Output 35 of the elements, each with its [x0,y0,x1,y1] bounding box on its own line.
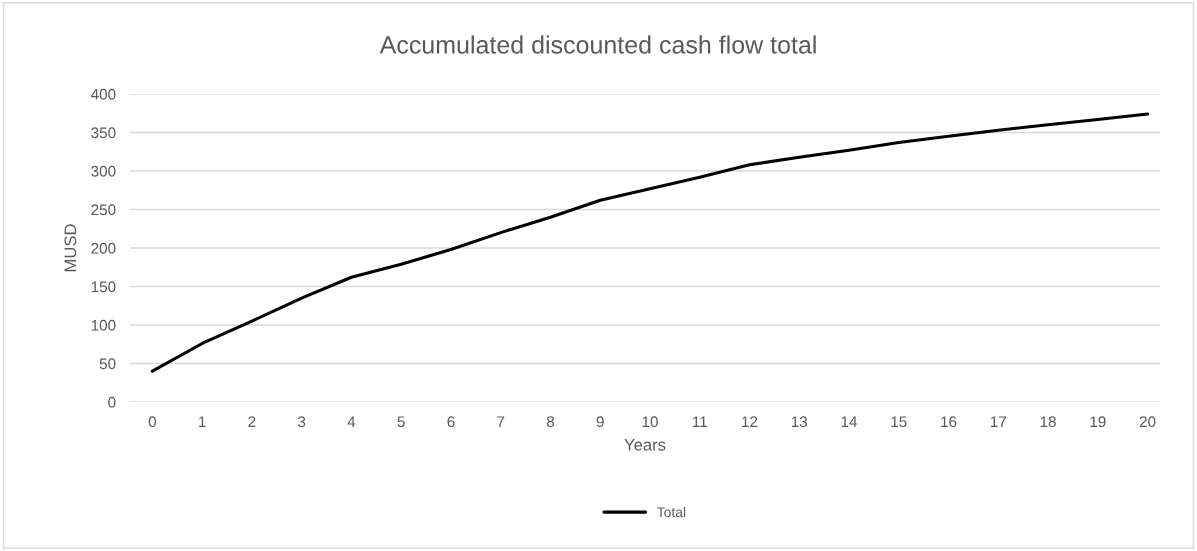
x-tick-label: 13 [791,416,808,428]
x-tick-label: 3 [298,416,306,428]
y-tick-label: 100 [91,319,116,331]
y-tick-label: 150 [91,281,116,293]
y-tick-label: 0 [108,396,116,408]
line-series [150,112,1150,373]
x-tick-label: 2 [248,416,256,427]
chart-title: Accumulated discounted cash flow total [379,35,816,54]
x-tick-label: 9 [596,416,604,428]
y-axis-title: MUSD [64,224,77,272]
y-tick-label: 300 [91,165,116,177]
legend-label: Total [657,506,686,518]
y-tick-label: 350 [91,127,116,139]
x-tick-label: 18 [1040,416,1056,428]
x-tick-label: 6 [447,416,455,428]
x-tick-label: 4 [347,416,356,427]
x-tick-label: 5 [397,416,405,428]
y-tick-label: 250 [91,204,116,216]
x-tick-label: 0 [148,416,157,428]
x-tick-label: 11 [692,416,707,427]
y-tick-label: 400 [90,88,116,100]
x-tick-label: 8 [546,416,555,428]
x-tick-label: 17 [990,416,1007,427]
x-axis-title: Years [624,439,666,451]
x-tick-label: 19 [1090,416,1106,428]
x-tick-label: 1 [199,416,206,427]
x-tick-label: 12 [742,416,758,427]
y-tick-label: 50 [99,358,116,370]
x-tick-label: 15 [891,416,907,428]
y-tick-label: 200 [91,242,116,254]
x-tick-label: 16 [941,416,957,428]
x-tick-label: 14 [841,416,858,427]
x-tick-label: 10 [642,416,658,428]
x-tick-label: 7 [497,416,505,427]
x-tick-label: 20 [1139,416,1156,428]
